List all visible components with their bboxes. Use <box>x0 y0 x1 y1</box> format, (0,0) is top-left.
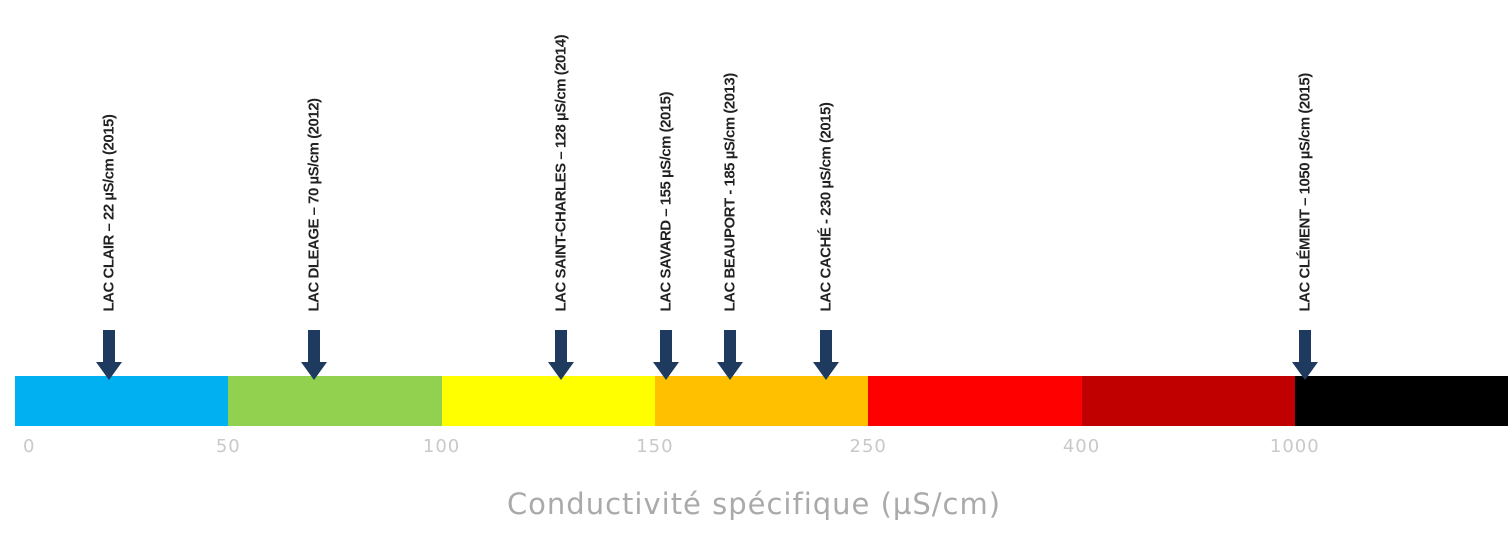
band-0-50 <box>15 376 229 426</box>
marker-label: LAC CACHÉ - 230 µS/cm (2015) <box>817 102 835 312</box>
marker-label: LAC CLAIR – 22 µS/cm (2015) <box>100 114 118 312</box>
tick-label: 50 <box>215 436 241 457</box>
down-arrow-icon <box>652 330 679 380</box>
band-250-400 <box>868 376 1083 426</box>
down-arrow-icon <box>716 330 743 380</box>
band-400-1000 <box>1081 376 1296 426</box>
down-arrow-icon <box>95 330 122 380</box>
marker-label: LAC CLÉMENT – 1050 µS/cm (2015) <box>1296 73 1314 312</box>
band-50-100 <box>228 376 443 426</box>
tick-label: 0 <box>23 436 36 457</box>
down-arrow-icon <box>548 330 575 380</box>
marker-lac-saint-charles: LAC SAINT-CHARLES – 128 µS/cm (2014) <box>541 0 581 380</box>
band-100-150 <box>441 376 656 426</box>
down-arrow-icon <box>300 330 327 380</box>
tick-label: 1000 <box>1269 436 1320 457</box>
band-1000-plus <box>1294 376 1508 426</box>
tick-label: 150 <box>636 436 674 457</box>
marker-lac-dleage: LAC DLEAGE – 70 µS/cm (2012) <box>294 0 334 380</box>
marker-lac-savard: LAC SAVARD – 155 µS/cm (2015) <box>646 0 686 380</box>
marker-label: LAC DLEAGE – 70 µS/cm (2012) <box>305 98 323 312</box>
tick-label: 100 <box>422 436 461 457</box>
band-150-250 <box>654 376 869 426</box>
marker-label: LAC BEAUPORT - 185 µS/cm (2013) <box>721 73 739 312</box>
marker-lac-beauport: LAC BEAUPORT - 185 µS/cm (2013) <box>710 0 750 380</box>
down-arrow-icon <box>812 330 839 380</box>
down-arrow-icon <box>1292 330 1319 380</box>
marker-lac-cl-ment: LAC CLÉMENT – 1050 µS/cm (2015) <box>1285 0 1325 380</box>
marker-label: LAC SAINT-CHARLES – 128 µS/cm (2014) <box>552 34 570 312</box>
tick-label: 400 <box>1062 436 1101 457</box>
tick-label: 250 <box>849 436 887 457</box>
marker-lac-cach-: LAC CACHÉ - 230 µS/cm (2015) <box>806 0 846 380</box>
marker-lac-clair: LAC CLAIR – 22 µS/cm (2015) <box>89 0 129 380</box>
axis-title: Conductivité spécifique (µS/cm) <box>506 487 1002 521</box>
marker-label: LAC SAVARD – 155 µS/cm (2015) <box>657 91 675 312</box>
